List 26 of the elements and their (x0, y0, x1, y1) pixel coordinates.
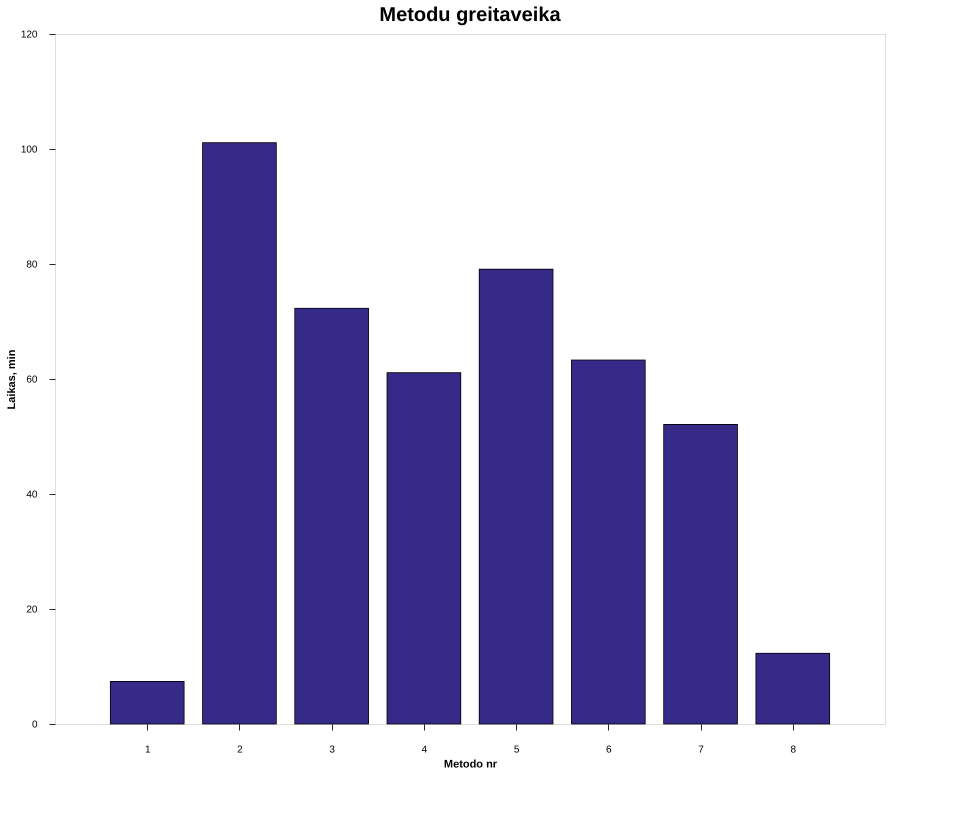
bar (110, 681, 185, 724)
y-tick-label: 100 (20, 144, 38, 156)
chart-title: Metodu greitaveika (379, 4, 562, 26)
bar (663, 424, 738, 724)
x-tick-label: 3 (329, 744, 336, 756)
x-tick-label: 4 (422, 744, 428, 756)
y-tick-label: 60 (26, 374, 38, 386)
bar (755, 652, 830, 724)
x-tick-label: 8 (790, 744, 796, 756)
bar (202, 142, 277, 724)
y-axis-title: Laikas, min (6, 349, 18, 410)
bar (571, 360, 646, 724)
y-tick-label: 0 (32, 720, 38, 730)
x-tick-label: 1 (144, 744, 151, 756)
x-tick-label: 6 (606, 744, 612, 756)
bar (478, 268, 554, 724)
x-tick-label: 5 (514, 744, 520, 756)
x-tick-label: 7 (698, 744, 704, 756)
y-tick-label: 20 (26, 604, 38, 616)
bar (294, 308, 369, 724)
y-tick-label: 80 (26, 260, 38, 270)
bar (386, 372, 462, 724)
y-tick-label: 120 (20, 30, 38, 40)
x-axis-title: Metodo nr (444, 758, 498, 770)
x-tick-label: 2 (237, 744, 244, 756)
y-tick-label: 40 (26, 490, 38, 500)
